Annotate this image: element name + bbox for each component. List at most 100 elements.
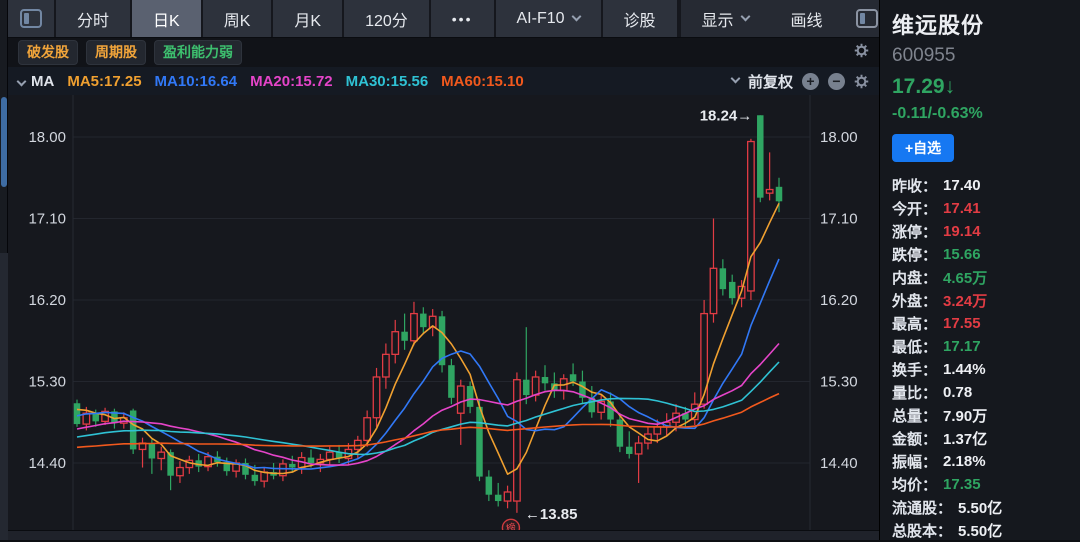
toggle-left-panel-button[interactable] — [8, 0, 56, 37]
current-price: 17.29↓ — [892, 75, 1072, 99]
quote-row: 涨停： 19.14 — [892, 220, 1072, 243]
candle-up — [428, 315, 437, 328]
tab-120分[interactable]: 120分 — [344, 0, 431, 37]
tab-月K[interactable]: 月K — [273, 0, 345, 37]
candle-down — [579, 381, 586, 398]
candle-up — [513, 379, 521, 502]
quote-row: 总股本： 5.50亿 — [892, 519, 1072, 542]
y-axis-label-left: 16.20 — [28, 292, 66, 309]
draw-line-button[interactable]: 画线 — [769, 0, 844, 37]
chevron-down-icon — [571, 11, 581, 21]
candle-up — [260, 471, 269, 482]
candle-down — [401, 331, 408, 341]
candle-up — [597, 400, 606, 413]
candle-down — [476, 406, 483, 477]
quote-row: 振幅： 2.18% — [892, 450, 1072, 473]
adjust-mode-dropdown[interactable]: 前复权 — [747, 73, 793, 91]
quote-row-label: 涨停： — [892, 224, 938, 241]
quote-row: 外盘： 3.24万 — [892, 289, 1072, 312]
ma-collapse-toggle[interactable]: MA — [16, 73, 54, 90]
quote-row: 均价： 17.35 — [892, 473, 1072, 496]
quote-row-label: 今开： — [892, 201, 938, 218]
tab-周K[interactable]: 周K — [202, 0, 274, 37]
indicator-settings-button[interactable] — [854, 74, 869, 89]
candle-down — [73, 403, 81, 425]
quote-detail-rows: 昨收： 17.40 今开： 17.41 涨停： 19.14 跌停： 15.66 内盘： 4.65万… — [892, 174, 1072, 542]
display-dropdown[interactable]: 显示 — [680, 0, 770, 37]
chevron-down-icon — [730, 73, 741, 84]
ma20-line — [76, 342, 780, 466]
candle-up — [204, 456, 212, 468]
tab-日K[interactable]: 日K — [132, 0, 203, 37]
candle-down — [92, 413, 99, 422]
chevron-down-icon — [740, 11, 750, 21]
quote-row-value: 1.37亿 — [943, 431, 988, 448]
kline-chart[interactable]: 18.00 18.00 17.10 17.10 16.20 16.20 15.30 15.30… — [8, 95, 879, 538]
stock-tag-chip[interactable]: 盈利能力弱 — [154, 40, 242, 65]
quote-row-label: 均价： — [892, 477, 938, 494]
quote-row-value: 1.44% — [943, 361, 986, 378]
price-value: 17.29 — [892, 75, 945, 98]
y-axis-label-left: 15.30 — [28, 374, 66, 391]
candle-up — [653, 426, 662, 435]
quote-row-value: 17.40 — [943, 177, 981, 194]
quote-row-value: 0.78 — [943, 384, 973, 401]
candle-down — [420, 313, 427, 328]
ma-legend-value: MA20:15.72 — [250, 72, 333, 90]
candle-down — [335, 452, 343, 459]
left-scrollbar — [0, 0, 8, 540]
stock-tag-chip[interactable]: 破发股 — [18, 40, 78, 65]
ai-f10-dropdown[interactable]: AI-F10 — [495, 0, 603, 37]
quote-row-label: 外盘： — [892, 293, 938, 310]
candle-up — [503, 491, 512, 502]
y-axis-label-right: 18.00 — [820, 129, 858, 146]
quote-row-value: 7.90万 — [943, 408, 988, 425]
candle-down — [289, 463, 296, 468]
tag-chips: 破发股 周期股 盈利能力弱 — [18, 40, 242, 65]
quote-row-label: 量比： — [892, 385, 938, 402]
candle-up — [747, 140, 755, 292]
quote-row-value: 17.35 — [943, 476, 981, 493]
candle-down — [775, 186, 783, 202]
quote-row-value: 17.41 — [943, 200, 981, 217]
ma60-line — [76, 392, 780, 449]
panel-toggle-icon — [20, 9, 42, 28]
quote-row-label: 振幅： — [892, 454, 938, 471]
quote-row-value: 5.50亿 — [958, 523, 1003, 540]
quote-row-value: 15.66 — [943, 246, 981, 263]
left-scrollbar-thumb[interactable] — [1, 97, 7, 187]
ma5-line — [76, 202, 780, 476]
quote-row-label: 昨收： — [892, 178, 938, 195]
diagnose-stock-button[interactable]: 诊股 — [602, 0, 679, 37]
quote-row-label: 内盘： — [892, 270, 938, 287]
quote-row: 流通股： 5.50亿 — [892, 496, 1072, 519]
candle-down — [728, 281, 736, 299]
candle-down — [148, 443, 156, 459]
candle-down — [588, 397, 596, 413]
more-periods-button[interactable]: ••• — [430, 0, 496, 37]
y-axis-label-left: 17.10 — [28, 211, 66, 228]
candle-down — [485, 476, 493, 495]
candle-down — [195, 460, 202, 467]
price-change: -0.11/-0.63% — [892, 105, 983, 122]
candle-down — [682, 413, 689, 420]
tags-settings-button[interactable] — [854, 43, 869, 63]
candle-down — [523, 379, 530, 396]
candle-down — [757, 115, 764, 198]
y-axis-label-left: 14.40 — [28, 455, 66, 472]
tab-分时[interactable]: 分时 — [56, 0, 133, 37]
y-axis-label-left: 18.00 — [28, 129, 66, 146]
y-axis-label-right: 16.20 — [820, 292, 858, 309]
quote-row-label: 换手： — [892, 362, 938, 379]
y-axis-label-right: 14.40 — [820, 455, 858, 472]
zoom-in-button[interactable]: + — [802, 72, 819, 90]
stock-tag-chip[interactable]: 周期股 — [86, 40, 146, 65]
quote-row: 最低： 17.17 — [892, 335, 1072, 358]
y-axis-label-right: 17.10 — [820, 211, 858, 228]
quote-row-label: 总量： — [892, 408, 938, 425]
zoom-out-button[interactable]: − — [828, 72, 845, 90]
candle-up — [363, 417, 372, 442]
add-to-watchlist-button[interactable]: +自选 — [892, 134, 955, 162]
ma-values: MA5:17.25 MA10:16.64 MA20:15.72 MA30:15.56 M… — [67, 73, 523, 90]
candle-up — [381, 353, 390, 378]
